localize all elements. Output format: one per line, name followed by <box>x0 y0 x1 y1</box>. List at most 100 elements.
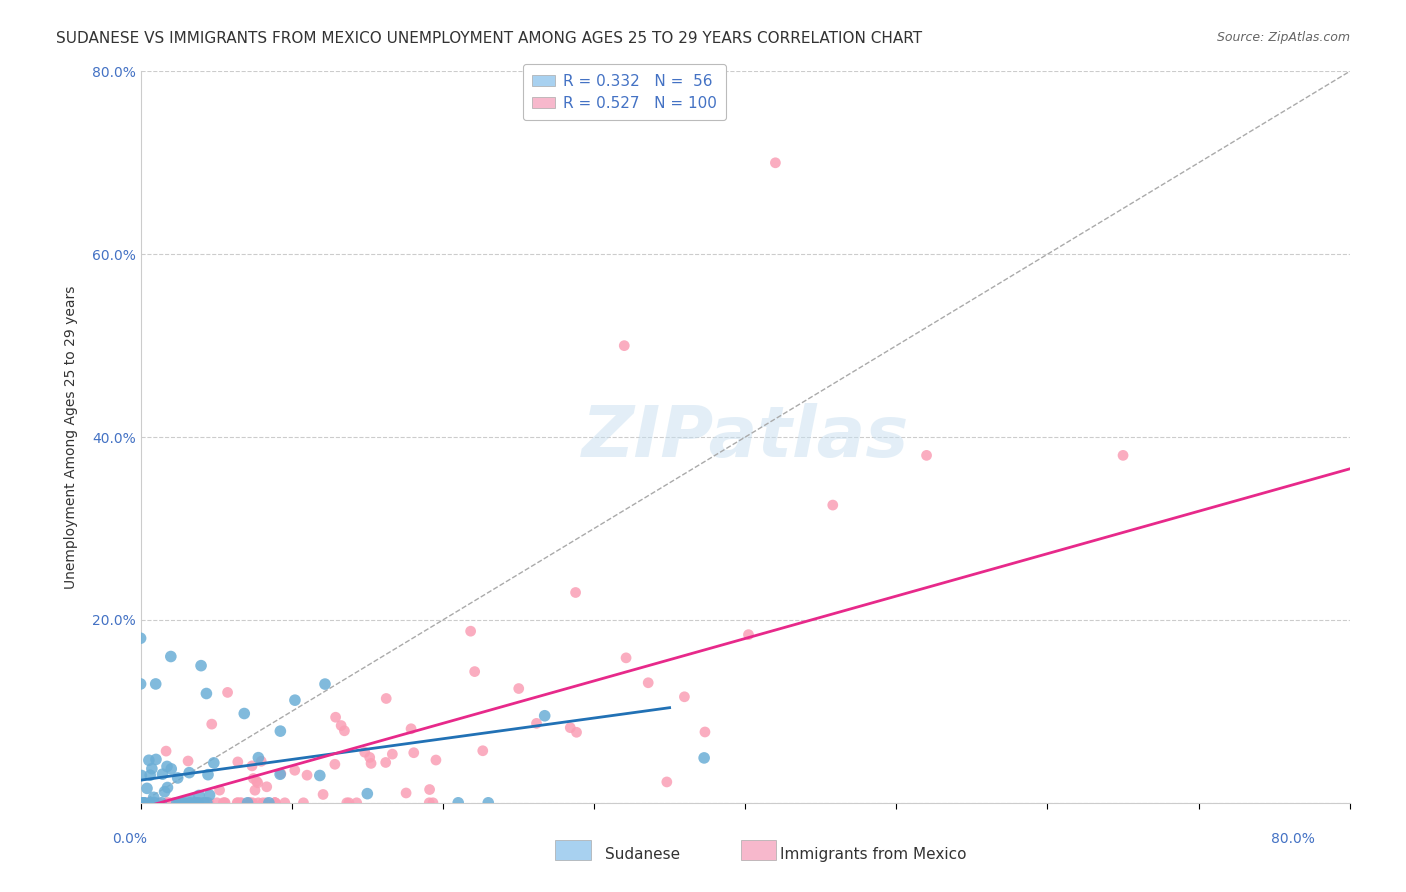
Point <box>693 725 716 739</box>
Point <box>156 780 179 795</box>
Point <box>637 675 659 690</box>
Point <box>295 768 318 782</box>
Point <box>202 756 225 770</box>
Point <box>359 750 381 764</box>
Point <box>179 765 201 780</box>
Point <box>160 762 183 776</box>
Point <box>195 796 218 810</box>
Point <box>333 723 356 738</box>
Point <box>198 788 221 802</box>
Point <box>356 787 378 801</box>
Point <box>245 774 267 789</box>
Point <box>247 750 270 764</box>
Point <box>477 796 499 810</box>
Point <box>134 796 156 810</box>
Point <box>471 744 494 758</box>
Point <box>240 759 263 773</box>
Point <box>152 767 174 781</box>
Point <box>160 649 183 664</box>
Point <box>375 691 398 706</box>
Point <box>212 796 235 810</box>
Point <box>131 768 153 782</box>
Point <box>188 789 211 803</box>
Point <box>166 796 188 810</box>
Point <box>292 796 315 810</box>
Point <box>264 796 287 810</box>
Point <box>142 796 165 810</box>
Point <box>129 677 152 691</box>
Y-axis label: Unemployment Among Ages 25 to 29 years: Unemployment Among Ages 25 to 29 years <box>65 285 77 589</box>
Point <box>233 706 256 721</box>
Point <box>179 796 201 810</box>
Point <box>143 796 166 810</box>
Point <box>330 718 353 732</box>
Point <box>194 796 217 810</box>
Point <box>138 753 160 767</box>
Point <box>381 747 404 761</box>
Point <box>308 768 330 782</box>
Point <box>169 796 191 810</box>
Point <box>765 156 787 170</box>
Point <box>226 796 249 810</box>
Point <box>226 796 249 810</box>
Point <box>314 677 336 691</box>
Point <box>353 745 375 759</box>
Point <box>460 624 482 639</box>
Point <box>270 766 292 780</box>
Point <box>139 768 162 782</box>
Point <box>184 796 207 810</box>
Point <box>337 796 360 810</box>
Point <box>191 796 214 810</box>
Point <box>274 796 297 810</box>
Point <box>402 746 425 760</box>
Point <box>239 796 262 810</box>
Point <box>139 796 162 810</box>
Point <box>172 796 194 810</box>
Point <box>425 753 447 767</box>
Point <box>197 796 219 810</box>
Point <box>418 796 440 810</box>
Point <box>134 796 156 810</box>
Point <box>155 744 177 758</box>
Point <box>188 796 211 810</box>
Point <box>179 796 201 810</box>
Point <box>173 796 195 810</box>
Point <box>464 665 486 679</box>
Point <box>508 681 530 696</box>
Point <box>360 756 382 771</box>
Point <box>129 796 152 810</box>
Point <box>242 772 264 786</box>
Text: ZIPatlas: ZIPatlas <box>582 402 908 472</box>
Text: 0.0%: 0.0% <box>112 832 148 846</box>
Point <box>737 627 759 641</box>
Text: Source: ZipAtlas.com: Source: ZipAtlas.com <box>1216 31 1350 45</box>
Point <box>284 693 307 707</box>
Point <box>284 764 307 778</box>
Point <box>247 796 270 810</box>
Point <box>693 751 716 765</box>
Point <box>146 796 169 810</box>
Point <box>155 796 177 810</box>
Point <box>167 796 190 810</box>
Point <box>1112 448 1135 462</box>
Point <box>533 708 555 723</box>
Point <box>269 724 291 739</box>
Point <box>141 762 163 776</box>
Point <box>229 796 252 810</box>
Point <box>162 796 184 810</box>
Point <box>231 796 253 810</box>
Point <box>821 498 844 512</box>
Point <box>166 771 188 785</box>
Point <box>217 685 239 699</box>
Point <box>325 710 347 724</box>
Point <box>156 759 179 773</box>
Point <box>399 722 422 736</box>
Point <box>156 796 179 810</box>
Point <box>166 796 188 810</box>
Point <box>226 755 249 769</box>
Point <box>184 796 207 810</box>
Point <box>614 651 637 665</box>
Point <box>197 796 219 810</box>
Point <box>129 632 152 646</box>
Point <box>526 716 548 731</box>
